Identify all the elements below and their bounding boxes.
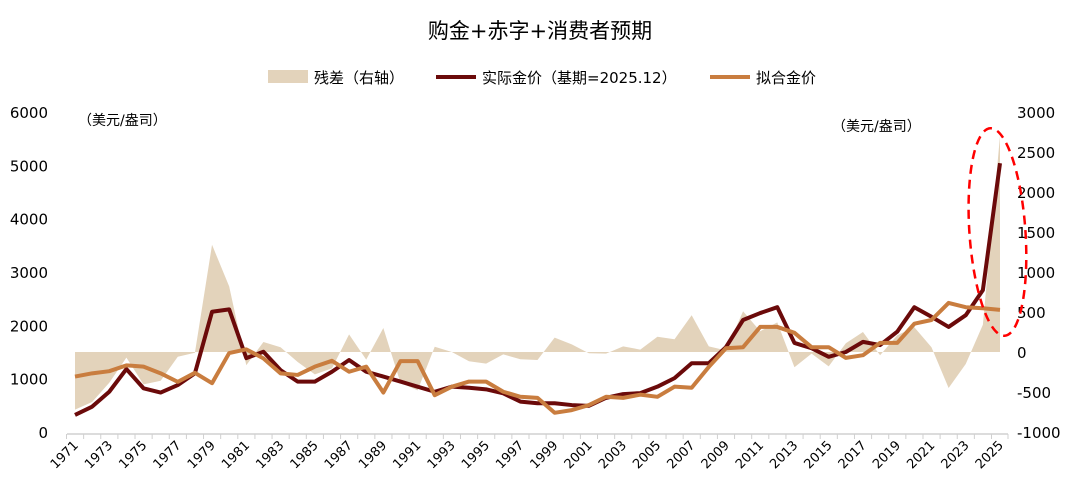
legend-label: 拟合金价 <box>756 69 816 87</box>
x-tick-label: 2015 <box>802 438 836 472</box>
right-y-tick-label: 2500 <box>1017 144 1055 162</box>
left-y-tick-label: 6000 <box>10 104 48 122</box>
legend-label: 残差（右轴） <box>314 69 404 87</box>
legend-swatch-residual <box>268 70 308 83</box>
right-y-tick-label: 2000 <box>1017 184 1055 202</box>
x-tick-label: 1977 <box>151 438 185 472</box>
x-tick-label: 2009 <box>699 438 733 472</box>
right-y-tick-label: 0 <box>1017 344 1027 362</box>
x-tick-label: 2003 <box>596 438 630 472</box>
right-y-tick-label: -500 <box>1017 384 1051 402</box>
x-tick-label: 1973 <box>82 438 116 472</box>
x-tick-label: 1979 <box>185 438 219 472</box>
left-y-tick-label: 1000 <box>10 371 48 389</box>
left-y-tick-label: 5000 <box>10 157 48 175</box>
x-tick-label: 1991 <box>390 438 424 472</box>
x-tick-label: 2019 <box>870 438 904 472</box>
legend: 残差（右轴） 实际金价（基期=2025.12） 拟合金价 <box>268 69 816 87</box>
legend-label: 实际金价（基期=2025.12） <box>482 69 677 87</box>
x-tick-label: 2001 <box>562 438 596 472</box>
x-tick-label: 2013 <box>767 438 801 472</box>
chart-title: 购金+赤字+消费者预期 <box>428 19 652 43</box>
left-y-tick-label: 2000 <box>10 317 48 335</box>
x-tick-label: 1995 <box>459 438 493 472</box>
x-tick-label: 2007 <box>664 438 698 472</box>
right-y-tick-label: 1500 <box>1017 224 1055 242</box>
x-tick-label: 2011 <box>733 438 767 472</box>
right-y-tick-label: 1000 <box>1017 264 1055 282</box>
x-tick-label: 1981 <box>219 438 253 472</box>
x-tick-label: 1975 <box>116 438 150 472</box>
x-tick-label: 1971 <box>48 438 82 472</box>
right-y-tick-label: 3000 <box>1017 104 1055 122</box>
right-y-tick-label: -1000 <box>1017 424 1061 442</box>
x-tick-label: 1997 <box>493 438 527 472</box>
left-axis-unit: （美元/盎司） <box>78 113 167 129</box>
left-y-tick-label: 0 <box>38 424 48 442</box>
x-tick-label: 2017 <box>836 438 870 472</box>
left-y-tick-label: 4000 <box>10 211 48 229</box>
residual-area <box>75 136 1000 410</box>
left-y-tick-label: 3000 <box>10 264 48 282</box>
x-tick-label: 2025 <box>973 438 1007 472</box>
x-tick-label: 2023 <box>939 438 973 472</box>
x-tick-label: 2005 <box>630 438 664 472</box>
x-tick-label: 1985 <box>288 438 322 472</box>
x-tick-label: 1987 <box>322 438 356 472</box>
right-axis-unit: （美元/盎司） <box>832 119 921 135</box>
x-tick-label: 1999 <box>527 438 561 472</box>
x-tick-label: 1989 <box>356 438 390 472</box>
x-tick-label: 1983 <box>253 438 287 472</box>
x-tick-label: 2021 <box>904 438 938 472</box>
x-tick-label: 1993 <box>425 438 459 472</box>
